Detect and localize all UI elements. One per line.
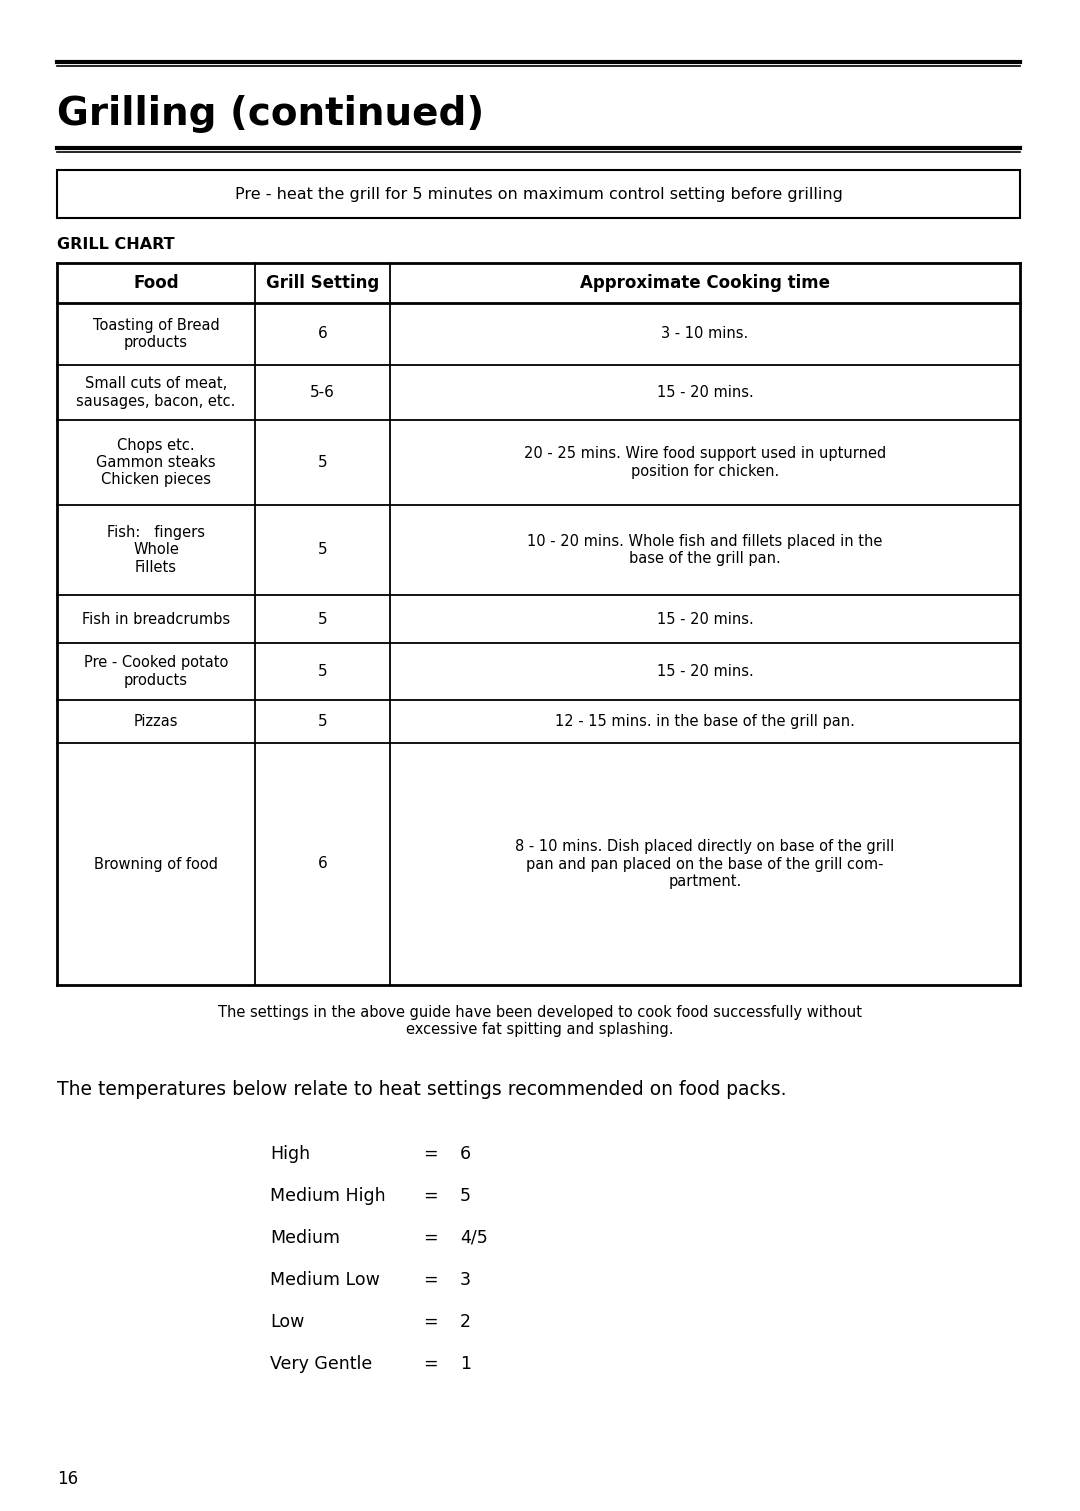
Text: 5: 5 — [318, 542, 327, 558]
Text: 1: 1 — [460, 1355, 471, 1373]
Text: Pizzas: Pizzas — [134, 715, 178, 728]
Text: The settings in the above guide have been developed to cook food successfully wi: The settings in the above guide have bee… — [218, 1005, 862, 1038]
Text: Fish in breadcrumbs: Fish in breadcrumbs — [82, 612, 230, 627]
Text: Toasting of Bread
products: Toasting of Bread products — [93, 317, 219, 351]
Text: 2: 2 — [460, 1313, 471, 1331]
Text: The temperatures below relate to heat settings recommended on food packs.: The temperatures below relate to heat se… — [57, 1080, 786, 1098]
Text: 15 - 20 mins.: 15 - 20 mins. — [657, 612, 754, 627]
Text: Approximate Cooking time: Approximate Cooking time — [580, 273, 831, 292]
Text: 15 - 20 mins.: 15 - 20 mins. — [657, 385, 754, 400]
Text: 20 - 25 mins. Wire food support used in upturned
position for chicken.: 20 - 25 mins. Wire food support used in … — [524, 446, 886, 479]
Text: Chops etc.
Gammon steaks
Chicken pieces: Chops etc. Gammon steaks Chicken pieces — [96, 438, 216, 488]
Text: 6: 6 — [318, 326, 327, 341]
Text: =: = — [422, 1228, 437, 1247]
Text: GRILL CHART: GRILL CHART — [57, 237, 175, 252]
Text: 5: 5 — [318, 663, 327, 678]
Text: =: = — [422, 1188, 437, 1204]
Text: Pre - Cooked potato
products: Pre - Cooked potato products — [84, 656, 228, 688]
Text: Medium High: Medium High — [270, 1188, 386, 1204]
Text: 4/5: 4/5 — [460, 1228, 488, 1247]
Text: Fish:   fingers
Whole
Fillets: Fish: fingers Whole Fillets — [107, 526, 205, 574]
Text: Medium Low: Medium Low — [270, 1271, 380, 1289]
Text: Small cuts of meat,
sausages, bacon, etc.: Small cuts of meat, sausages, bacon, etc… — [77, 376, 235, 408]
Text: Browning of food: Browning of food — [94, 857, 218, 872]
Text: 5: 5 — [318, 715, 327, 728]
Text: 3: 3 — [460, 1271, 471, 1289]
Text: 16: 16 — [57, 1470, 78, 1488]
Text: 15 - 20 mins.: 15 - 20 mins. — [657, 663, 754, 678]
Text: =: = — [422, 1271, 437, 1289]
Text: =: = — [422, 1145, 437, 1163]
Text: 3 - 10 mins.: 3 - 10 mins. — [661, 326, 748, 341]
Bar — [57, 171, 1020, 218]
Text: =: = — [422, 1313, 437, 1331]
Text: Food: Food — [133, 273, 179, 292]
Text: Grill Setting: Grill Setting — [266, 273, 379, 292]
Text: =: = — [422, 1355, 437, 1373]
Text: 5: 5 — [318, 612, 327, 627]
Text: 5: 5 — [460, 1188, 471, 1204]
Text: 12 - 15 mins. in the base of the grill pan.: 12 - 15 mins. in the base of the grill p… — [555, 715, 855, 728]
Text: 5: 5 — [318, 455, 327, 470]
Text: Pre - heat the grill for 5 minutes on maximum control setting before grilling: Pre - heat the grill for 5 minutes on ma… — [234, 186, 842, 201]
Text: Grilling (continued): Grilling (continued) — [57, 95, 484, 133]
Text: 6: 6 — [460, 1145, 471, 1163]
Text: Low: Low — [270, 1313, 305, 1331]
Text: 5-6: 5-6 — [310, 385, 335, 400]
Text: Medium: Medium — [270, 1228, 340, 1247]
Text: 6: 6 — [318, 857, 327, 872]
Text: Very Gentle: Very Gentle — [270, 1355, 373, 1373]
Text: 8 - 10 mins. Dish placed directly on base of the grill
pan and pan placed on the: 8 - 10 mins. Dish placed directly on bas… — [515, 839, 894, 888]
Text: High: High — [270, 1145, 310, 1163]
Text: 10 - 20 mins. Whole fish and fillets placed in the
base of the grill pan.: 10 - 20 mins. Whole fish and fillets pla… — [527, 533, 882, 567]
